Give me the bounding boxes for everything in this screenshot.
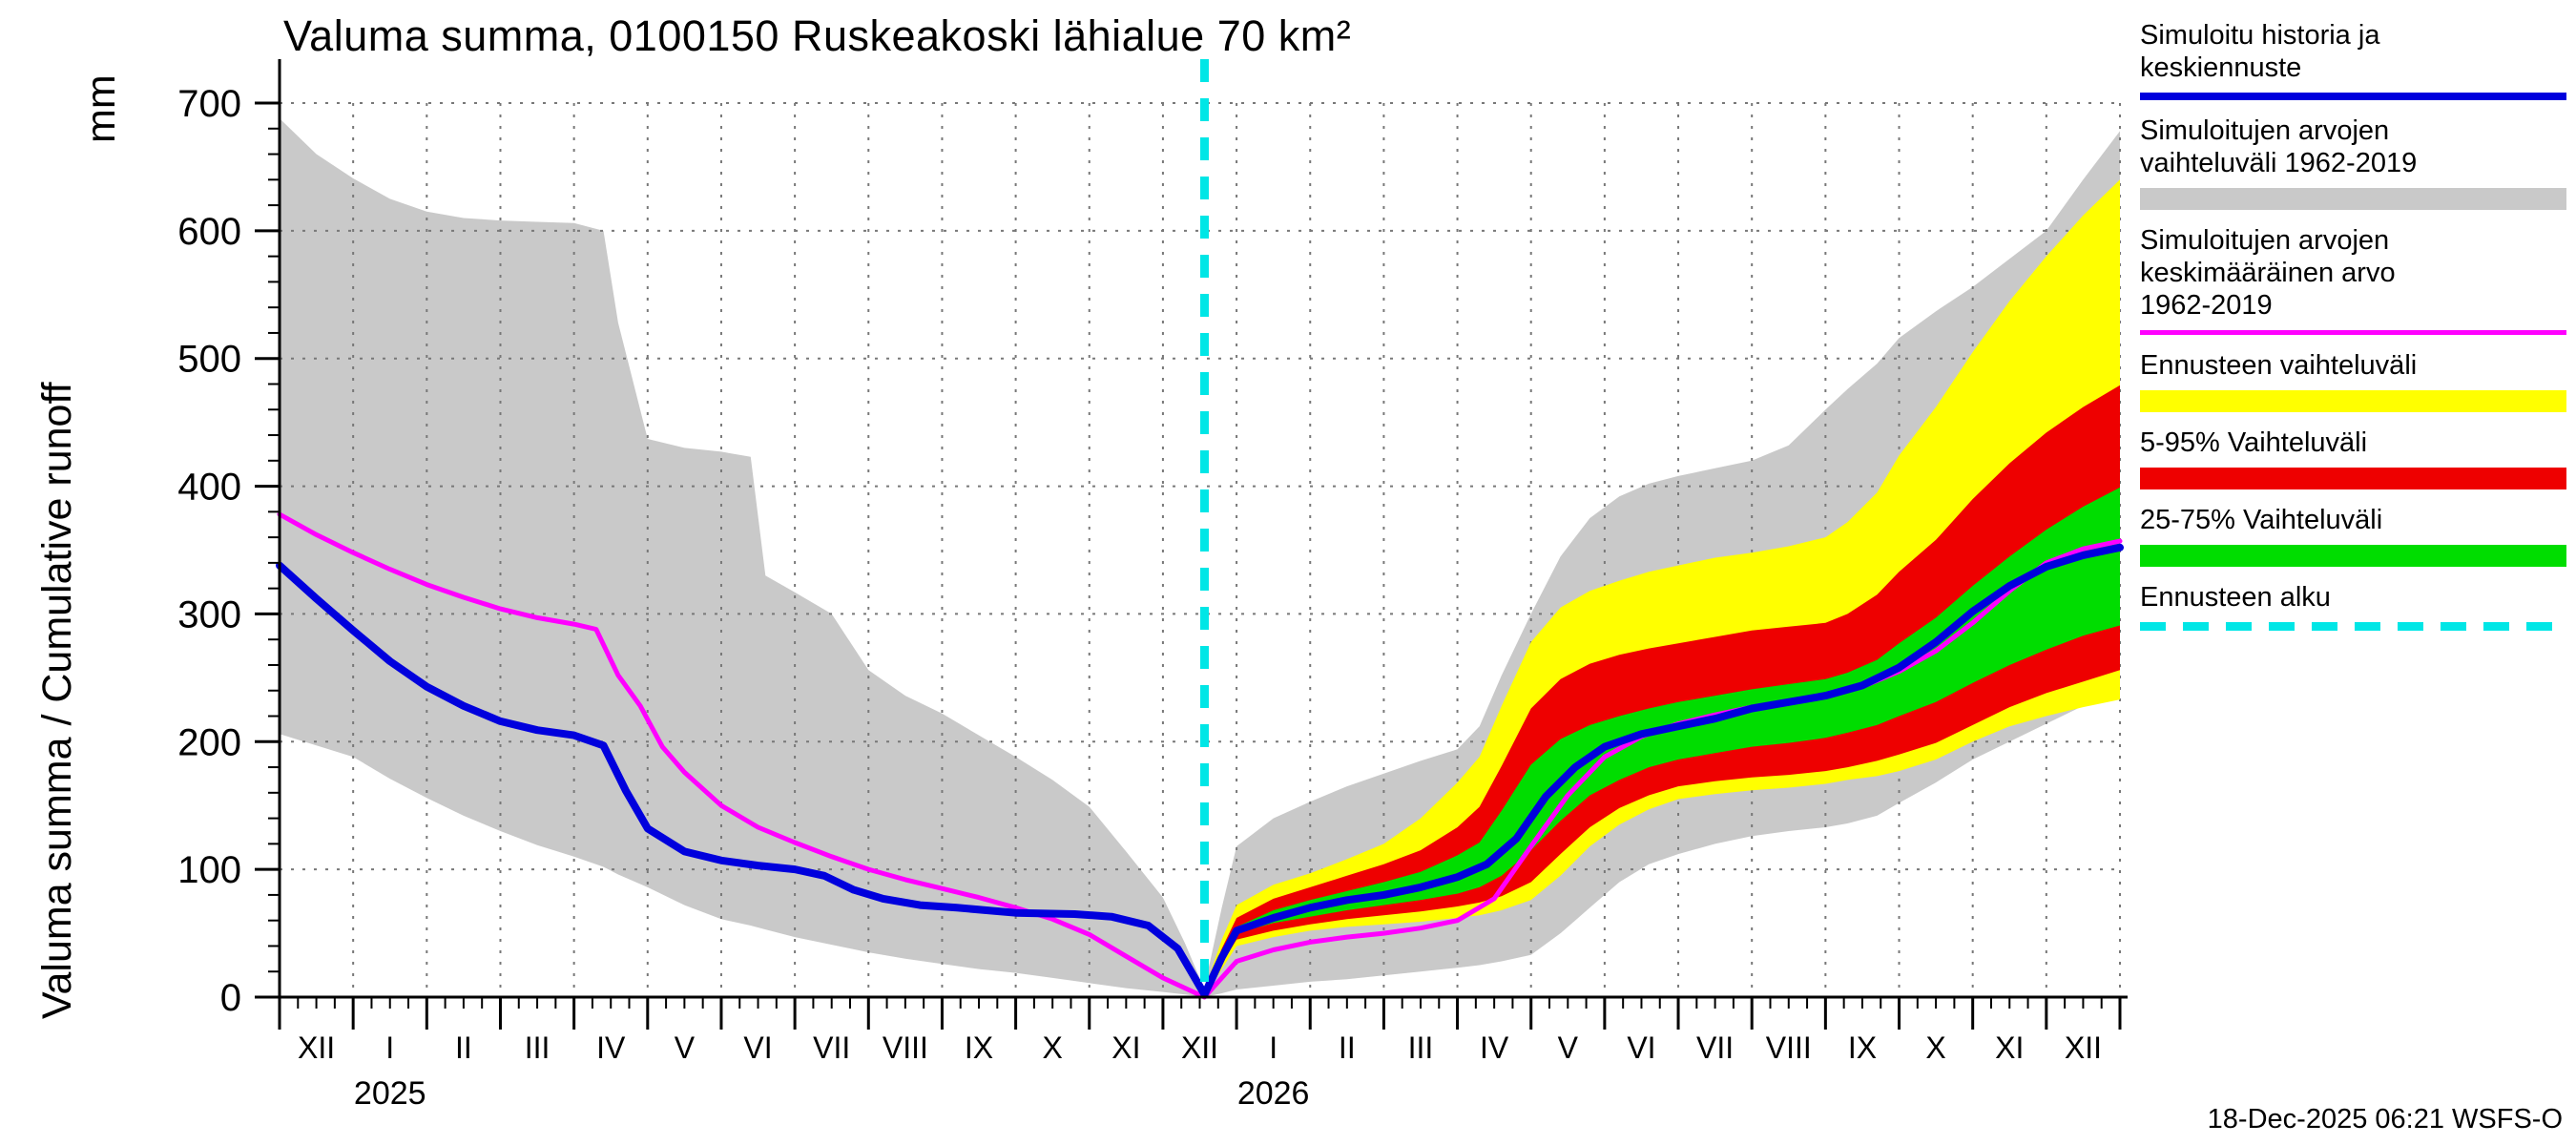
legend-swatch-magenta-line — [2140, 330, 2566, 335]
svg-text:II: II — [455, 1030, 472, 1065]
svg-text:II: II — [1339, 1030, 1356, 1065]
gridlines — [280, 102, 2121, 997]
svg-text:XII: XII — [1181, 1030, 1218, 1065]
legend-label-sim-range: Simuloitujen arvojen vaihteluväli 1962-2… — [2140, 115, 2418, 178]
svg-text:700: 700 — [177, 83, 241, 125]
svg-text:III: III — [525, 1030, 551, 1065]
page-title: Valuma summa, 0100150 Ruskeakoski lähial… — [283, 11, 1352, 60]
timestamp: 18-Dec-2025 06:21 WSFS-O — [2207, 1104, 2563, 1135]
legend-swatch-red-band — [2140, 468, 2566, 489]
band-forecast-range-total — [1204, 179, 2120, 998]
legend-label-range-25-75: 25-75% Vaihteluväli — [2140, 505, 2383, 535]
legend-item-range-5-95: 5-95% Vaihteluväli — [2140, 427, 2566, 489]
band-hist-range — [280, 118, 2120, 998]
legend-label-forecast-start: Ennusteen alku — [2140, 582, 2331, 613]
svg-text:VIII: VIII — [1766, 1030, 1812, 1065]
legend-item-sim-history: Simuloitu historia ja keskiennuste — [2140, 19, 2566, 100]
svg-text:600: 600 — [177, 211, 241, 253]
legend-swatch-green-band — [2140, 545, 2566, 567]
svg-text:0: 0 — [220, 977, 241, 1019]
svg-text:I: I — [385, 1030, 394, 1065]
svg-text:200: 200 — [177, 721, 241, 763]
legend-swatch-cyan-dashed-line — [2140, 622, 2566, 631]
svg-text:100: 100 — [177, 849, 241, 891]
svg-text:IX: IX — [965, 1030, 993, 1065]
svg-text:X: X — [1925, 1030, 1945, 1065]
legend-label-range-5-95: 5-95% Vaihteluväli — [2140, 427, 2368, 458]
svg-text:XII: XII — [298, 1030, 335, 1065]
svg-text:I: I — [1269, 1030, 1278, 1065]
legend: Simuloitu historia ja keskiennuste Simul… — [2140, 19, 2566, 645]
legend-label-sim-mean: Simuloitujen arvojen keskimääräinen arvo… — [2140, 225, 2396, 321]
svg-text:VI: VI — [743, 1030, 772, 1065]
svg-text:X: X — [1043, 1030, 1063, 1065]
band-forecast-range-5-95 — [1204, 385, 2120, 997]
legend-item-sim-mean: Simuloitujen arvojen keskimääräinen arvo… — [2140, 224, 2566, 335]
svg-text:V: V — [1558, 1030, 1579, 1065]
legend-item-range-25-75: 25-75% Vaihteluväli — [2140, 504, 2566, 567]
svg-text:400: 400 — [177, 467, 241, 509]
svg-text:IV: IV — [596, 1030, 626, 1065]
legend-item-forecast-range: Ennusteen vaihteluväli — [2140, 349, 2566, 412]
svg-text:VII: VII — [813, 1030, 850, 1065]
svg-text:VI: VI — [1627, 1030, 1655, 1065]
legend-swatch-yellow-band — [2140, 390, 2566, 412]
legend-item-forecast-start: Ennusteen alku — [2140, 581, 2566, 631]
svg-text:IV: IV — [1480, 1030, 1509, 1065]
band-forecast-range-25-75 — [1204, 487, 2120, 996]
svg-text:XI: XI — [1111, 1030, 1140, 1065]
svg-text:300: 300 — [177, 593, 241, 635]
svg-text:XII: XII — [2065, 1030, 2102, 1065]
line-sim-history-mean-forecast — [276, 543, 2124, 999]
svg-text:IX: IX — [1848, 1030, 1877, 1065]
svg-text:VIII: VIII — [883, 1030, 928, 1065]
axes — [255, 59, 2128, 1030]
svg-text:500: 500 — [177, 339, 241, 381]
legend-swatch-gray-band — [2140, 188, 2566, 210]
year-label: 2026 — [1237, 1075, 1310, 1112]
legend-label-forecast-range: Ennusteen vaihteluväli — [2140, 350, 2418, 381]
svg-text:VII: VII — [1696, 1030, 1734, 1065]
year-label: 2025 — [354, 1075, 426, 1112]
legend-item-sim-range: Simuloitujen arvojen vaihteluväli 1962-2… — [2140, 114, 2566, 210]
svg-text:V: V — [675, 1030, 696, 1065]
legend-swatch-blue-line — [2140, 93, 2566, 100]
svg-text:XI: XI — [1995, 1030, 2024, 1065]
svg-text:III: III — [1408, 1030, 1434, 1065]
legend-label-sim-history: Simuloitu historia ja keskiennuste — [2140, 20, 2380, 83]
